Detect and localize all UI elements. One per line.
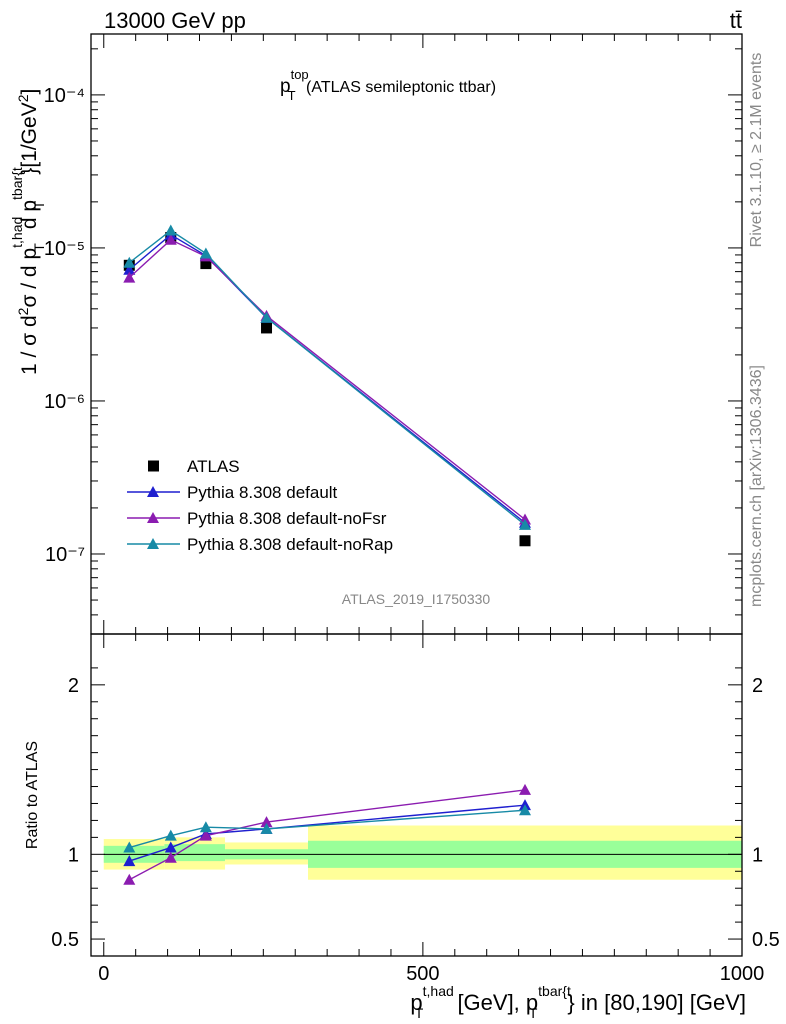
x-tick-label: 0 bbox=[98, 963, 109, 985]
analysis-watermark: ATLAS_2019_I1750330 bbox=[342, 591, 491, 607]
ratio-series-point bbox=[260, 816, 273, 828]
ratio-axes: 0 500 1000 0.5 0.5 1 1 2 2 bbox=[51, 634, 780, 985]
ratio-series-point bbox=[164, 829, 177, 841]
ratio-series-point bbox=[519, 804, 531, 816]
legend-marker bbox=[147, 486, 159, 497]
ratio-series-point bbox=[519, 783, 531, 795]
ratio-series-point bbox=[164, 841, 177, 853]
legend-label: ATLAS bbox=[187, 457, 240, 476]
series-point bbox=[260, 311, 273, 323]
ratio-y-tick-label-right: 0.5 bbox=[752, 929, 780, 951]
series-point bbox=[123, 256, 136, 268]
ratio-band-inner bbox=[164, 844, 226, 862]
series-point bbox=[519, 518, 531, 530]
y-tick-label: 10⁻⁵ bbox=[44, 238, 85, 260]
ratio-y-tick-label-right: 2 bbox=[752, 675, 763, 697]
legend: ATLAS Pythia 8.308 default Pythia 8.308 de… bbox=[127, 457, 393, 554]
ratio-series-point bbox=[164, 851, 177, 863]
y-tick-label: 10⁻⁴ bbox=[44, 85, 85, 107]
series-point bbox=[199, 247, 212, 259]
rivet-label: Rivet 3.1.10, ≥ 2.1M events bbox=[748, 53, 765, 248]
atlas-data-point bbox=[519, 535, 531, 547]
y-tick-label: 10⁻⁶ bbox=[44, 391, 85, 413]
ratio-series-point bbox=[199, 821, 212, 833]
x-axis-label: pt,had T [GeV], ptbar{t T} in [80,190] [Ge… bbox=[410, 983, 746, 1021]
x-tick-label: 500 bbox=[406, 963, 439, 985]
ratio-series-point bbox=[123, 855, 136, 867]
series-point bbox=[164, 233, 177, 245]
ratio-series-point bbox=[199, 829, 212, 841]
ratio-y-tick-label: 1 bbox=[68, 844, 79, 866]
main-y-label: 1 / σ d2σ / d pt,had Td ptbar{tT}[1/GeV2] bbox=[9, 89, 47, 375]
ratio-plot-frame bbox=[90, 633, 743, 957]
mcplots-label: mcplots.cern.ch [arXiv:1306.3436] bbox=[748, 365, 765, 607]
series-line bbox=[128, 229, 526, 526]
main-title: ptop T (ATLAS semileptonic ttbar) bbox=[280, 67, 496, 103]
ratio-plot-marks bbox=[123, 783, 531, 885]
series-point bbox=[123, 263, 136, 275]
ratio-y-tick-label: 2 bbox=[68, 675, 79, 697]
atlas-data-point bbox=[261, 322, 273, 334]
legend-label: Pythia 8.308 default-noFsr bbox=[187, 509, 387, 528]
x-tick-label: 1000 bbox=[720, 963, 765, 985]
process-label: 13000 GeV pp bbox=[104, 8, 246, 33]
ratio-series-point bbox=[123, 873, 136, 885]
ratio-y-label: Ratio to ATLAS bbox=[24, 741, 41, 849]
series-line bbox=[128, 233, 526, 524]
series-point bbox=[164, 224, 177, 236]
channel-label: tt̄ bbox=[730, 8, 742, 33]
legend-label: Pythia 8.308 default bbox=[187, 483, 338, 502]
legend-label: Pythia 8.308 default-noRap bbox=[187, 535, 393, 554]
ratio-series-point bbox=[260, 822, 273, 834]
ratio-y-tick-label: 0.5 bbox=[51, 929, 79, 951]
atlas-data-point bbox=[200, 258, 212, 270]
ratio-series-point bbox=[123, 841, 136, 853]
legend-marker bbox=[147, 538, 159, 549]
y-tick-label: 10⁻⁷ bbox=[45, 544, 85, 566]
ratio-uncertainty-bands bbox=[103, 825, 742, 880]
ratio-y-tick-label-right: 1 bbox=[752, 844, 763, 866]
legend-marker bbox=[148, 460, 159, 472]
legend-marker bbox=[147, 512, 159, 523]
series-point bbox=[123, 271, 136, 283]
main-plot-marks bbox=[123, 224, 531, 547]
